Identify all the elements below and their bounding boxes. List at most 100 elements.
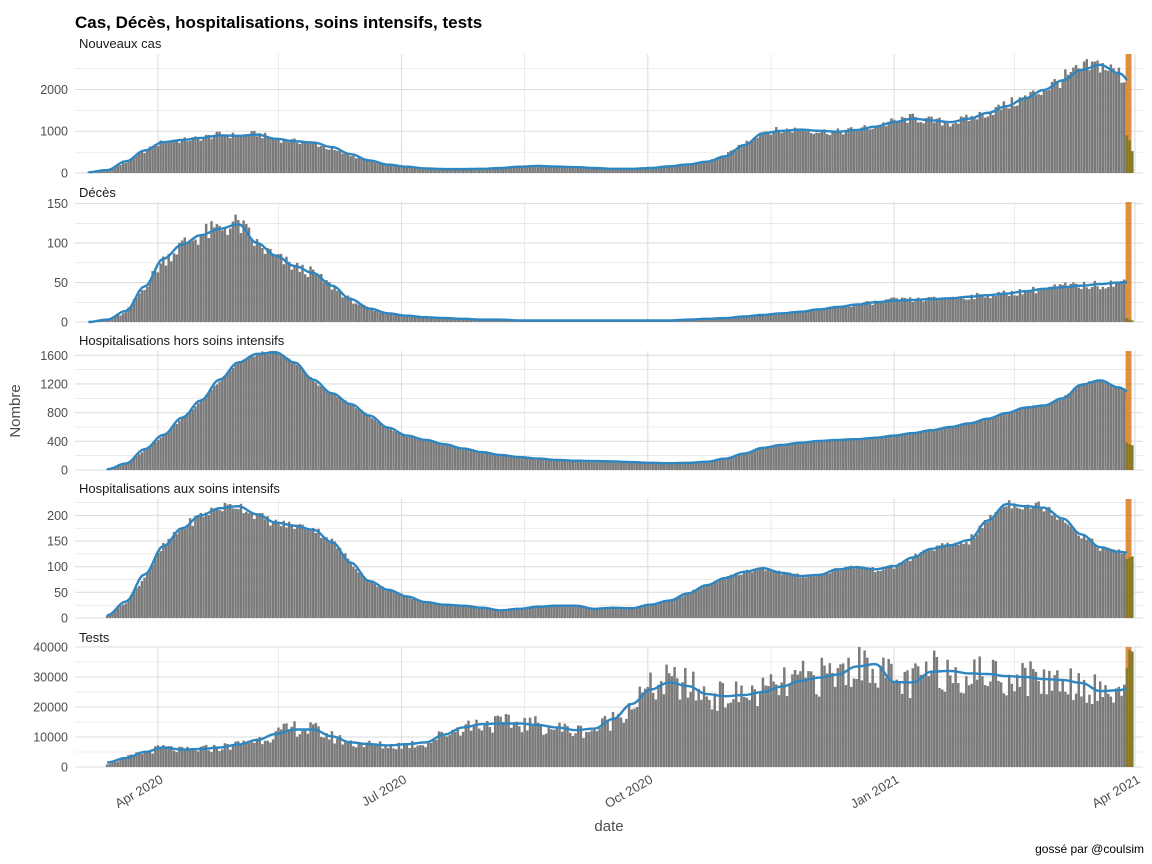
bar xyxy=(202,137,205,173)
bar xyxy=(587,461,591,470)
bar xyxy=(245,511,248,618)
bar xyxy=(686,592,690,618)
bar xyxy=(831,131,834,173)
y-tick-label: 100 xyxy=(47,560,68,574)
bar xyxy=(635,608,639,618)
bar xyxy=(986,295,989,322)
bar xyxy=(472,319,476,322)
bar xyxy=(475,319,478,322)
bar xyxy=(223,135,227,173)
bar xyxy=(119,465,122,470)
bar xyxy=(874,300,877,322)
bar xyxy=(1040,288,1043,322)
bar xyxy=(721,458,724,470)
bar xyxy=(1032,286,1035,322)
bar xyxy=(1045,288,1048,322)
bar xyxy=(1015,674,1019,767)
bar xyxy=(689,164,692,173)
bar xyxy=(354,568,358,618)
bar xyxy=(242,740,245,767)
bar xyxy=(499,610,502,618)
bar xyxy=(194,748,197,767)
bar xyxy=(967,299,971,322)
recent-bar-overlay xyxy=(1125,135,1129,173)
bar xyxy=(651,604,655,618)
bar xyxy=(1053,284,1056,322)
bar xyxy=(828,306,832,322)
bar xyxy=(1053,513,1056,618)
bar xyxy=(507,167,510,173)
bar xyxy=(451,729,454,767)
bar xyxy=(705,462,708,470)
bar xyxy=(269,138,272,173)
bar xyxy=(394,749,398,767)
bar xyxy=(617,169,620,173)
bar xyxy=(365,742,368,767)
bar xyxy=(809,441,813,470)
bar xyxy=(986,522,989,618)
bar xyxy=(469,319,473,322)
bar xyxy=(491,319,494,322)
bar xyxy=(234,214,237,322)
bar xyxy=(860,304,864,322)
bar xyxy=(1106,70,1110,173)
bar xyxy=(858,130,861,173)
bar xyxy=(461,448,465,470)
bar xyxy=(601,718,604,767)
bar xyxy=(421,745,425,767)
bar xyxy=(392,748,395,767)
bar xyxy=(780,574,783,618)
bar xyxy=(480,607,484,618)
bar xyxy=(903,297,907,322)
bar xyxy=(250,741,253,767)
recent-bar-overlay xyxy=(1125,559,1129,618)
bar xyxy=(657,167,660,173)
bar xyxy=(756,137,759,173)
bar xyxy=(659,602,663,618)
bar xyxy=(684,163,687,173)
bar xyxy=(354,408,358,470)
bar xyxy=(469,449,473,470)
bar xyxy=(229,228,232,322)
bar xyxy=(941,298,944,322)
bar xyxy=(1088,288,1091,322)
bar xyxy=(713,460,716,470)
bar xyxy=(1029,508,1032,618)
bar xyxy=(1034,671,1038,767)
panel-title: Décès xyxy=(79,185,116,200)
bar xyxy=(844,566,848,618)
bar xyxy=(175,140,178,173)
bar xyxy=(641,168,644,173)
bar xyxy=(887,122,890,173)
bar xyxy=(1090,538,1094,618)
bar xyxy=(1010,508,1014,618)
bar xyxy=(812,133,815,173)
bar xyxy=(1115,385,1118,470)
recent-bar-overlay xyxy=(1128,650,1131,767)
bar xyxy=(930,548,933,618)
bar xyxy=(105,469,109,470)
bar xyxy=(429,317,433,322)
bar xyxy=(555,728,559,767)
bar xyxy=(317,146,320,173)
bar xyxy=(368,309,371,322)
bar xyxy=(906,300,909,322)
bar xyxy=(542,458,545,470)
x-tick-label: Jul 2020 xyxy=(359,772,409,810)
bar xyxy=(360,572,363,618)
bar xyxy=(638,462,642,470)
bar xyxy=(1045,404,1048,470)
bar xyxy=(534,607,537,618)
bar xyxy=(550,606,553,618)
bar xyxy=(220,749,224,767)
bar xyxy=(183,415,186,470)
bar xyxy=(263,740,267,767)
bar xyxy=(906,670,909,767)
bar xyxy=(716,460,719,470)
bar xyxy=(1074,283,1078,322)
panel-3: Hospitalisations hors soins intensifs040… xyxy=(40,333,1143,478)
bar xyxy=(1101,697,1105,767)
bar xyxy=(1005,293,1008,322)
bar xyxy=(400,315,403,322)
bar xyxy=(140,290,144,322)
